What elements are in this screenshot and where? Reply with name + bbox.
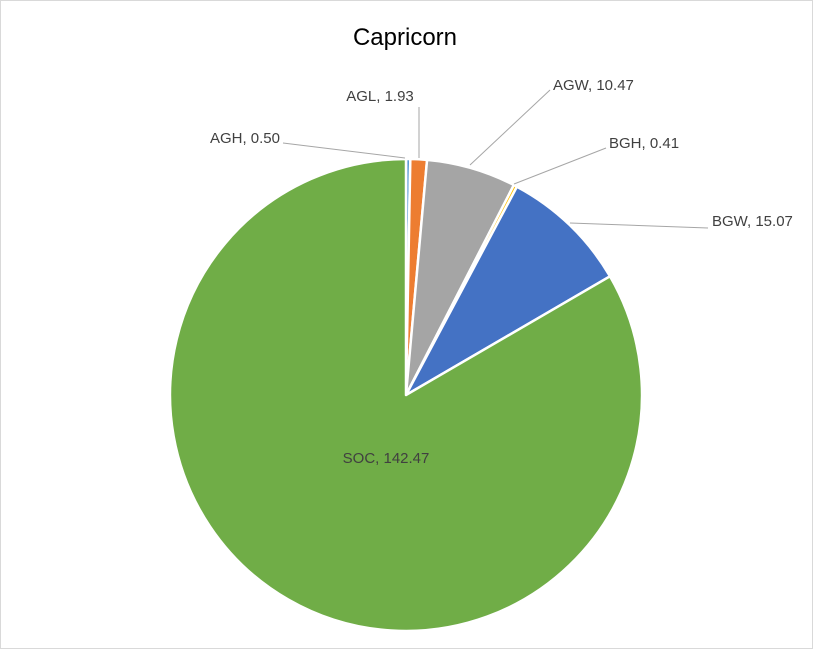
leader-line-agh <box>282 142 406 159</box>
data-labels: AGH, 0.50 AGL, 1.93 AGW, 10.47 BGH, 0.41 BGW… <box>210 77 793 467</box>
leader-lines <box>282 89 709 229</box>
leader-line-bgh <box>513 147 607 185</box>
pie-slice-soc <box>168 157 644 633</box>
data-label-bgh: BGH, 0.41 <box>609 135 679 152</box>
leader-line-bgw <box>569 222 709 229</box>
pie-slices <box>168 157 644 633</box>
chart-title: Capricorn <box>353 24 457 51</box>
data-label-agw: AGW, 10.47 <box>553 77 634 94</box>
data-label-bgw: BGW, 15.07 <box>712 213 793 230</box>
data-label-agh: AGH, 0.50 <box>210 130 280 147</box>
data-label-soc: SOC, 142.47 <box>343 450 430 467</box>
leader-line-agw <box>469 89 551 166</box>
data-label-agl: AGL, 1.93 <box>346 88 414 105</box>
pie-slice-bgw <box>404 185 612 397</box>
